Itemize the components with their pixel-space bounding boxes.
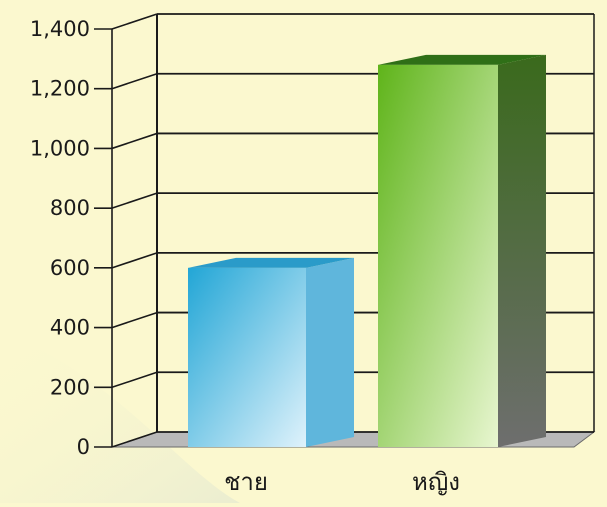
x-category-label: หญิง	[412, 468, 460, 496]
y-tick-label: 800	[50, 196, 90, 220]
bar-top-1	[188, 257, 354, 268]
y-tick-diagonal	[111, 431, 158, 448]
y-tick-label: 1,000	[30, 136, 90, 160]
bars	[188, 54, 546, 447]
bar-top-2	[378, 54, 546, 65]
background-swoosh	[0, 330, 240, 503]
y-tick-diagonal	[111, 192, 158, 209]
y-tick-diagonal	[111, 311, 158, 329]
y-tick-diagonal	[111, 252, 158, 269]
y-tick-label: 1,200	[30, 77, 90, 101]
bar-2	[378, 64, 498, 447]
y-tick-diagonal	[111, 13, 158, 30]
labels: 0 200 400 600 800 1,000 1,200 1,400 ชาย หญิง	[30, 17, 460, 496]
y-tick-label: 1,400	[30, 17, 90, 41]
y-tick-label: 600	[50, 256, 90, 280]
y-tick-diagonal	[111, 72, 158, 90]
y-tick-label: 400	[50, 316, 90, 340]
y-tick-diagonal	[111, 132, 158, 150]
y-tick-label: 0	[77, 435, 90, 459]
x-category-label: ชาย	[224, 468, 268, 496]
bar-side-1	[306, 257, 354, 447]
bar-1	[188, 267, 306, 447]
y-tick-diagonal	[111, 371, 158, 389]
y-tick-label: 200	[50, 375, 90, 399]
bar-side-2	[498, 54, 546, 447]
